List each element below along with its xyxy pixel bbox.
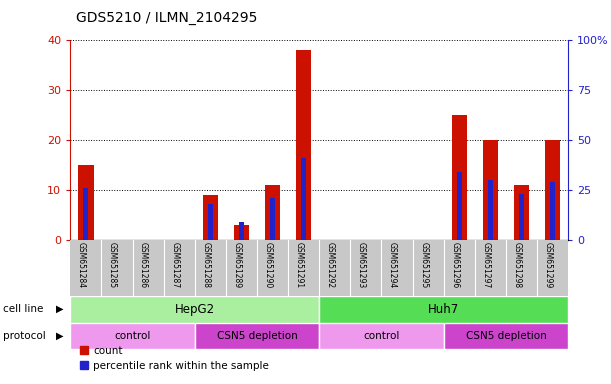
Text: GSM651299: GSM651299 [544, 242, 553, 288]
Bar [70, 323, 195, 349]
Text: GSM651284: GSM651284 [77, 242, 86, 288]
Bar [78, 165, 93, 240]
Bar [519, 194, 524, 240]
Text: CSN5 depletion: CSN5 depletion [217, 331, 298, 341]
Text: GSM651291: GSM651291 [295, 242, 304, 288]
Bar [195, 323, 320, 349]
Text: protocol: protocol [3, 331, 46, 341]
Text: HepG2: HepG2 [175, 303, 215, 316]
Bar [208, 204, 213, 240]
Text: GSM651297: GSM651297 [481, 242, 491, 288]
Text: ▶: ▶ [56, 304, 63, 314]
Bar [483, 140, 498, 240]
Text: CSN5 depletion: CSN5 depletion [466, 331, 546, 341]
Legend: count, percentile rank within the sample: count, percentile rank within the sample [76, 341, 273, 375]
Text: GSM651293: GSM651293 [357, 242, 366, 288]
Text: control: control [114, 331, 151, 341]
Text: GDS5210 / ILMN_2104295: GDS5210 / ILMN_2104295 [76, 11, 258, 25]
Bar [457, 172, 462, 240]
Text: GSM651290: GSM651290 [263, 242, 273, 288]
Text: Huh7: Huh7 [428, 303, 459, 316]
Bar [320, 296, 568, 323]
Bar [202, 195, 218, 240]
Bar [265, 185, 280, 240]
Bar [296, 50, 312, 240]
Text: control: control [364, 331, 400, 341]
Bar [84, 188, 88, 240]
Text: GSM651296: GSM651296 [450, 242, 459, 288]
Bar [444, 323, 568, 349]
Bar [239, 222, 244, 240]
Bar [545, 140, 560, 240]
Bar [301, 158, 306, 240]
Text: ▶: ▶ [56, 331, 63, 341]
Bar [320, 323, 444, 349]
Bar [488, 180, 492, 240]
Text: GSM651295: GSM651295 [419, 242, 428, 288]
Text: GSM651298: GSM651298 [513, 242, 522, 288]
Bar [70, 296, 320, 323]
Text: GSM651286: GSM651286 [139, 242, 148, 288]
Text: GSM651287: GSM651287 [170, 242, 179, 288]
Bar [514, 185, 529, 240]
Text: cell line: cell line [3, 304, 43, 314]
Bar [452, 115, 467, 240]
Bar [270, 198, 275, 240]
Text: GSM651289: GSM651289 [232, 242, 241, 288]
Text: GSM651294: GSM651294 [388, 242, 397, 288]
Bar [551, 182, 555, 240]
Text: GSM651288: GSM651288 [201, 242, 210, 288]
Bar [233, 225, 249, 240]
Text: GSM651292: GSM651292 [326, 242, 335, 288]
Text: GSM651285: GSM651285 [108, 242, 117, 288]
